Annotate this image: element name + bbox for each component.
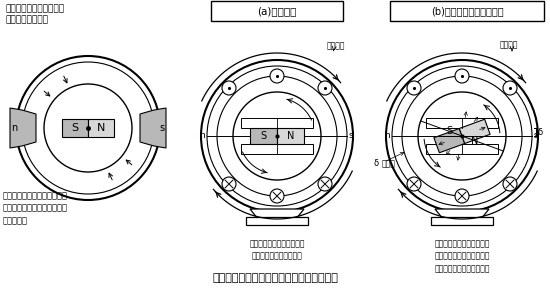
Bar bbox=[250, 128, 277, 144]
Bar bbox=[88, 119, 114, 137]
Text: 永久磁石のみによる同期
モータの基本概念: 永久磁石のみによる同期 モータの基本概念 bbox=[5, 4, 64, 25]
Polygon shape bbox=[435, 209, 489, 219]
Circle shape bbox=[455, 69, 469, 83]
Bar bbox=[431, 217, 493, 225]
Text: n: n bbox=[384, 132, 390, 141]
Text: δ: δ bbox=[374, 159, 379, 168]
Bar bbox=[426, 118, 498, 128]
Circle shape bbox=[455, 189, 469, 203]
Circle shape bbox=[270, 189, 284, 203]
Text: 回転磁界: 回転磁界 bbox=[327, 42, 345, 51]
Bar bbox=[426, 144, 498, 154]
Text: 外側の磁石を回転させると、
内側の磁石も吸引力によって
回転する。: 外側の磁石を回転させると、 内側の磁石も吸引力によって 回転する。 bbox=[3, 191, 68, 225]
Circle shape bbox=[22, 62, 154, 194]
FancyBboxPatch shape bbox=[390, 1, 544, 21]
Circle shape bbox=[318, 81, 332, 95]
Circle shape bbox=[44, 84, 132, 172]
Circle shape bbox=[270, 69, 284, 83]
Text: 同期モータの基本原理（永久磁石形の例）: 同期モータの基本原理（永久磁石形の例） bbox=[212, 273, 338, 283]
Text: 回転磁界: 回転磁界 bbox=[500, 40, 519, 49]
Bar bbox=[241, 144, 313, 154]
Circle shape bbox=[386, 60, 538, 212]
Circle shape bbox=[207, 66, 347, 206]
Text: s: s bbox=[160, 123, 164, 133]
Polygon shape bbox=[250, 209, 304, 219]
Text: n: n bbox=[11, 123, 17, 133]
Circle shape bbox=[217, 76, 337, 196]
Text: S: S bbox=[446, 126, 453, 136]
Circle shape bbox=[392, 66, 532, 206]
Text: N: N bbox=[287, 131, 294, 141]
Polygon shape bbox=[140, 108, 166, 148]
Circle shape bbox=[233, 92, 321, 180]
Text: n: n bbox=[199, 132, 205, 141]
Text: N: N bbox=[471, 136, 478, 146]
Text: N: N bbox=[97, 123, 105, 133]
Text: 回転子は同期速度で回転し
ているが、回転磁界の方向
に対して角度がついている: 回転子は同期速度で回転し ているが、回転磁界の方向 に対して角度がついている bbox=[434, 239, 490, 273]
Circle shape bbox=[402, 76, 522, 196]
Circle shape bbox=[201, 60, 353, 212]
Text: (b)負荷を担っているとき: (b)負荷を担っているとき bbox=[431, 6, 503, 16]
Circle shape bbox=[16, 56, 160, 200]
Circle shape bbox=[503, 177, 517, 191]
Bar bbox=[246, 217, 308, 225]
Circle shape bbox=[418, 92, 506, 180]
Text: 同期速度で回転中の回転子
に回転磁界を与えている: 同期速度で回転中の回転子 に回転磁界を与えている bbox=[249, 239, 305, 260]
Text: s: s bbox=[349, 132, 354, 141]
Text: s: s bbox=[534, 132, 538, 141]
Circle shape bbox=[407, 177, 421, 191]
Text: 負荷角: 負荷角 bbox=[382, 159, 396, 168]
Text: (a)無負荷時: (a)無負荷時 bbox=[257, 6, 296, 16]
FancyBboxPatch shape bbox=[211, 1, 343, 21]
Polygon shape bbox=[434, 129, 465, 153]
Circle shape bbox=[318, 177, 332, 191]
Bar bbox=[62, 119, 88, 137]
Bar bbox=[241, 118, 313, 128]
Text: S: S bbox=[72, 123, 79, 133]
Polygon shape bbox=[10, 108, 36, 148]
Circle shape bbox=[503, 81, 517, 95]
Circle shape bbox=[407, 81, 421, 95]
Circle shape bbox=[222, 81, 236, 95]
Polygon shape bbox=[459, 119, 490, 143]
Bar bbox=[277, 128, 304, 144]
Circle shape bbox=[222, 177, 236, 191]
Text: S: S bbox=[261, 131, 267, 141]
Text: δ: δ bbox=[538, 128, 543, 137]
